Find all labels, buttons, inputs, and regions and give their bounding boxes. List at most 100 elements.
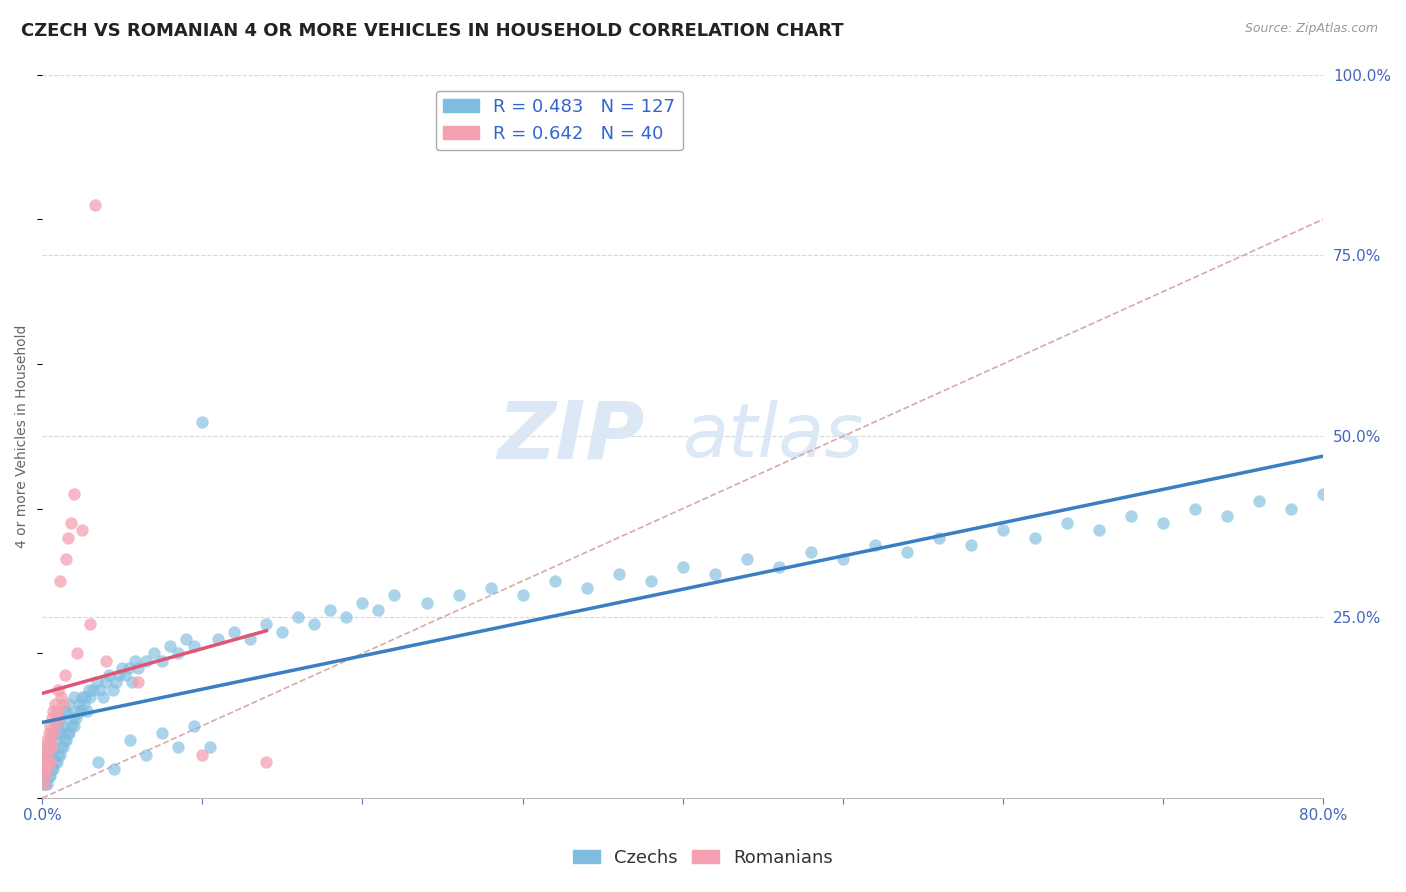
Point	[42, 740, 65, 755]
Point	[45, 704, 67, 718]
Point	[367, 603, 389, 617]
Point	[52, 719, 75, 733]
Point	[75, 690, 97, 704]
Point	[35, 747, 58, 762]
Point	[1088, 524, 1111, 538]
Point	[512, 589, 534, 603]
Point	[34, 769, 56, 783]
Point	[45, 755, 67, 769]
Point	[101, 682, 124, 697]
Point	[55, 704, 77, 718]
Point	[191, 747, 214, 762]
Point	[991, 524, 1014, 538]
Point	[76, 704, 98, 718]
Point	[70, 524, 93, 538]
Point	[39, 755, 62, 769]
Point	[39, 755, 62, 769]
Point	[352, 596, 374, 610]
Point	[63, 487, 86, 501]
Point	[58, 726, 80, 740]
Point	[150, 654, 173, 668]
Point	[35, 733, 58, 747]
Point	[183, 639, 205, 653]
Point	[127, 675, 149, 690]
Point	[42, 762, 65, 776]
Point	[167, 646, 190, 660]
Point	[167, 740, 190, 755]
Point	[287, 610, 309, 624]
Point	[35, 740, 58, 755]
Legend: Czechs, Romanians: Czechs, Romanians	[565, 842, 841, 874]
Point	[52, 740, 75, 755]
Point	[304, 617, 326, 632]
Point	[96, 675, 118, 690]
Point	[44, 697, 66, 711]
Point	[39, 719, 62, 733]
Y-axis label: 4 or more Vehicles in Household: 4 or more Vehicles in Household	[15, 325, 30, 548]
Point	[1279, 501, 1302, 516]
Point	[114, 668, 136, 682]
Point	[41, 726, 63, 740]
Text: CZECH VS ROMANIAN 4 OR MORE VEHICLES IN HOUSEHOLD CORRELATION CHART: CZECH VS ROMANIAN 4 OR MORE VEHICLES IN …	[21, 22, 844, 40]
Point	[143, 646, 166, 660]
Point	[1184, 501, 1206, 516]
Point	[73, 697, 96, 711]
Point	[45, 726, 67, 740]
Point	[38, 740, 60, 755]
Point	[239, 632, 262, 646]
Point	[98, 668, 121, 682]
Point	[46, 747, 69, 762]
Point	[38, 726, 60, 740]
Point	[120, 733, 142, 747]
Point	[49, 747, 72, 762]
Point	[79, 617, 101, 632]
Point	[103, 762, 125, 776]
Point	[1249, 494, 1271, 508]
Point	[53, 704, 76, 718]
Point	[49, 726, 72, 740]
Point	[52, 697, 75, 711]
Point	[41, 711, 63, 725]
Point	[415, 596, 437, 610]
Point	[34, 740, 56, 755]
Point	[254, 617, 277, 632]
Point	[863, 538, 886, 552]
Point	[319, 603, 342, 617]
Text: ZIP: ZIP	[496, 397, 644, 475]
Point	[207, 632, 229, 646]
Point	[53, 668, 76, 682]
Point	[62, 711, 84, 725]
Point	[77, 682, 100, 697]
Point	[35, 776, 58, 790]
Point	[224, 624, 246, 639]
Point	[41, 747, 63, 762]
Point	[46, 719, 69, 733]
Point	[46, 682, 69, 697]
Point	[335, 610, 357, 624]
Point	[46, 711, 69, 725]
Point	[60, 516, 83, 530]
Point	[39, 733, 62, 747]
Point	[124, 654, 146, 668]
Point	[1056, 516, 1078, 530]
Point	[735, 552, 758, 566]
Point	[104, 675, 127, 690]
Point	[32, 762, 55, 776]
Point	[56, 726, 79, 740]
Point	[51, 690, 73, 704]
Point	[38, 755, 60, 769]
Point	[384, 589, 406, 603]
Point	[96, 654, 118, 668]
Point	[63, 690, 86, 704]
Point	[66, 704, 89, 718]
Point	[928, 531, 950, 545]
Point	[150, 726, 173, 740]
Point	[159, 639, 181, 653]
Point	[183, 719, 205, 733]
Point	[1312, 487, 1334, 501]
Point	[447, 589, 470, 603]
Point	[34, 769, 56, 783]
Point	[111, 661, 134, 675]
Text: Source: ZipAtlas.com: Source: ZipAtlas.com	[1244, 22, 1378, 36]
Point	[1024, 531, 1046, 545]
